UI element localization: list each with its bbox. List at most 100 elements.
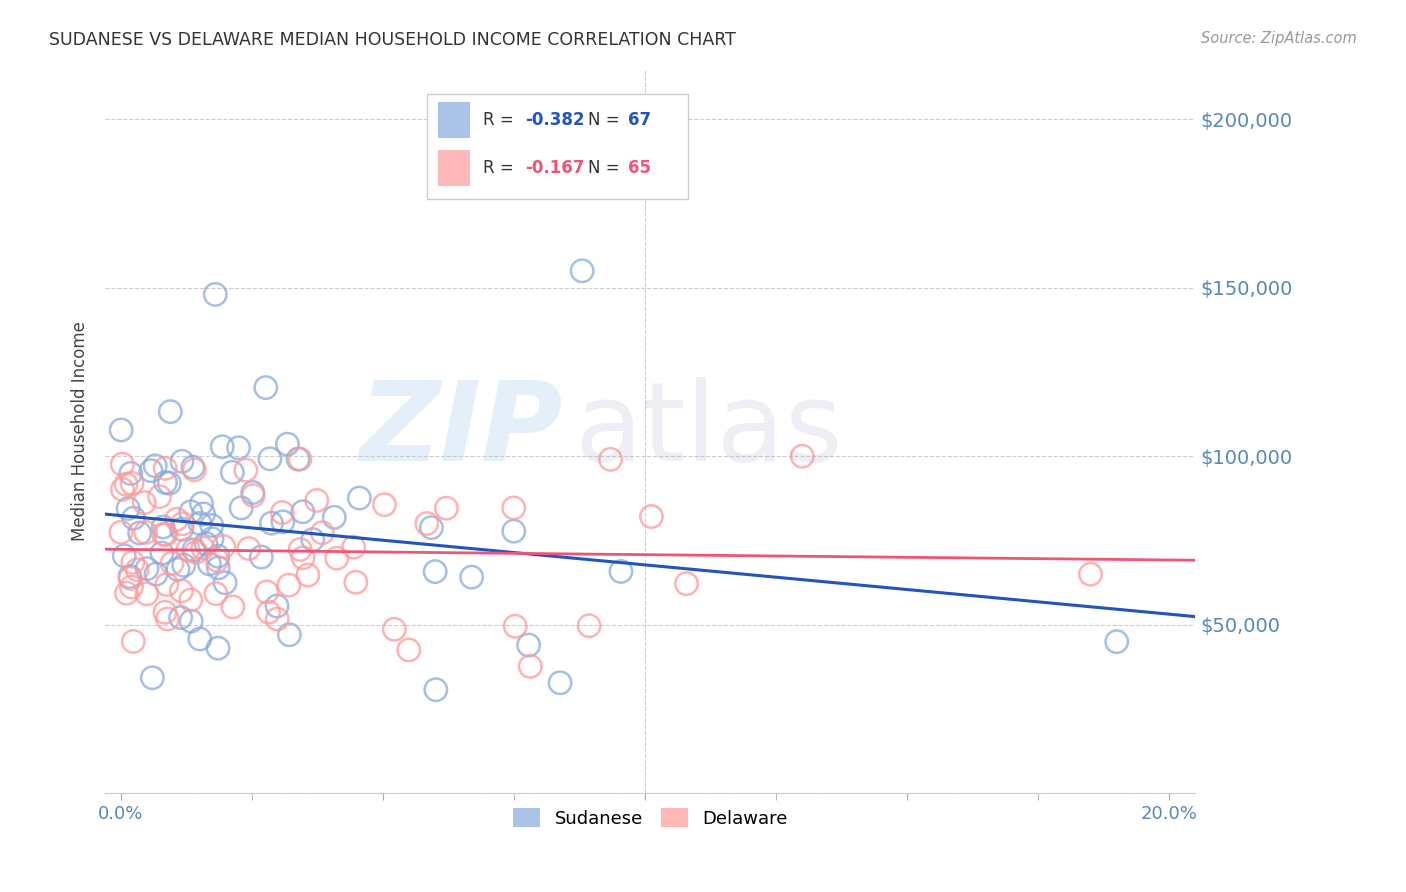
Point — [326, 551, 349, 566]
Point — [180, 505, 202, 519]
Point — [297, 568, 319, 582]
Point — [184, 545, 207, 559]
Point — [156, 577, 179, 591]
Point — [191, 541, 214, 555]
Point — [117, 501, 139, 516]
Point — [416, 516, 439, 531]
Point — [277, 578, 299, 592]
Point — [228, 441, 250, 455]
Text: N =: N = — [588, 159, 626, 177]
Point — [205, 587, 228, 601]
Point — [201, 518, 224, 533]
Point — [288, 542, 311, 557]
Point — [242, 485, 264, 500]
Point — [212, 540, 235, 554]
Point — [155, 527, 177, 541]
Point — [181, 460, 204, 475]
Point — [260, 516, 283, 531]
Point — [156, 612, 179, 626]
Point — [256, 585, 278, 599]
Point — [425, 565, 447, 579]
Point — [170, 454, 193, 468]
Point — [238, 541, 260, 556]
Text: -0.167: -0.167 — [524, 159, 585, 177]
Point — [121, 580, 143, 594]
Point — [311, 525, 333, 540]
Point — [425, 682, 447, 697]
Point — [271, 506, 294, 520]
Point — [343, 540, 366, 554]
Point — [254, 381, 277, 395]
Point — [231, 500, 253, 515]
Point — [172, 516, 194, 531]
Text: N =: N = — [588, 112, 626, 129]
Point — [152, 520, 174, 534]
Point — [183, 543, 205, 558]
Point — [291, 505, 314, 519]
Point — [571, 264, 593, 278]
Point — [190, 496, 212, 510]
Point — [323, 510, 346, 524]
Point — [578, 619, 600, 633]
Point — [155, 461, 177, 475]
Point — [266, 612, 288, 626]
Point — [349, 491, 371, 505]
Point — [222, 599, 245, 614]
Point — [110, 525, 132, 540]
Point — [135, 525, 157, 540]
Text: R =: R = — [484, 159, 519, 177]
Point — [170, 522, 193, 536]
Point — [201, 532, 224, 546]
Point — [207, 641, 229, 656]
Point — [207, 553, 229, 567]
Point — [152, 527, 174, 541]
Point — [188, 632, 211, 646]
Point — [548, 675, 571, 690]
Text: Source: ZipAtlas.com: Source: ZipAtlas.com — [1201, 31, 1357, 46]
Point — [460, 570, 482, 584]
Point — [288, 452, 311, 467]
Point — [118, 569, 141, 583]
Point — [122, 634, 145, 648]
Point — [153, 605, 176, 619]
Point — [160, 557, 183, 571]
FancyBboxPatch shape — [427, 94, 689, 199]
Point — [198, 557, 221, 571]
Legend: Sudanese, Delaware: Sudanese, Delaware — [506, 801, 794, 835]
Point — [157, 476, 180, 491]
Point — [155, 475, 177, 490]
Point — [1080, 567, 1102, 582]
Point — [519, 659, 541, 673]
Point — [420, 521, 443, 535]
Point — [180, 614, 202, 628]
Point — [115, 586, 138, 600]
Point — [111, 457, 134, 471]
Y-axis label: Median Household Income: Median Household Income — [72, 321, 89, 541]
Point — [177, 542, 200, 557]
Point — [183, 463, 205, 477]
Point — [517, 638, 540, 652]
Point — [112, 549, 135, 563]
Text: 65: 65 — [628, 159, 651, 177]
Point — [792, 449, 814, 463]
Point — [148, 490, 170, 504]
Point — [167, 562, 190, 576]
Point — [159, 404, 181, 418]
Point — [166, 512, 188, 526]
Text: R =: R = — [484, 112, 519, 129]
Point — [193, 507, 215, 521]
Point — [207, 561, 229, 575]
FancyBboxPatch shape — [437, 150, 471, 186]
Point — [173, 558, 195, 573]
Point — [180, 593, 202, 607]
Point — [120, 467, 142, 481]
Point — [610, 565, 633, 579]
Point — [250, 550, 273, 565]
Text: atlas: atlas — [574, 377, 842, 484]
Point — [136, 562, 159, 576]
Point — [242, 489, 264, 503]
Point — [145, 567, 167, 582]
Point — [276, 437, 298, 451]
Point — [287, 452, 309, 467]
Point — [344, 575, 367, 590]
